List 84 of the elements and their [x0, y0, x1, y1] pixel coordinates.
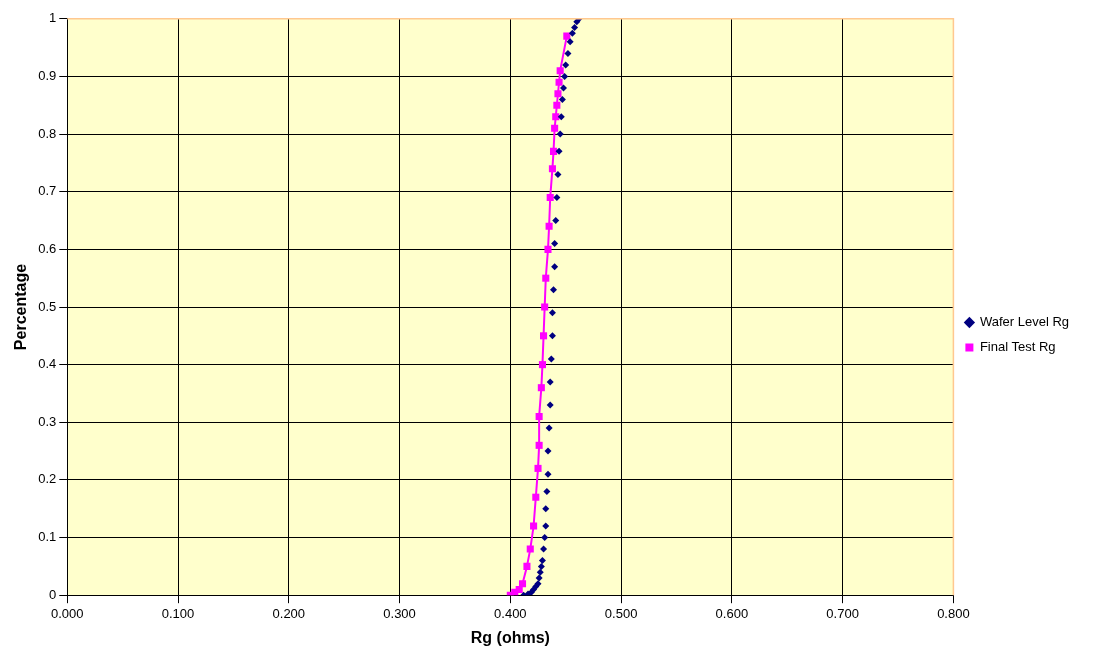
legend-label: Wafer Level Rg — [979, 314, 1069, 330]
point — [545, 424, 553, 432]
y-axis-title: Percentage — [12, 263, 30, 351]
x-tick-label: 0.400 — [494, 605, 527, 621]
point — [536, 568, 544, 576]
point — [554, 90, 562, 98]
y-tick-label: 0.2 — [38, 471, 57, 487]
point — [523, 562, 531, 570]
point — [551, 240, 559, 248]
y-tick-label: 0.8 — [38, 125, 57, 141]
y-tick-label: 0.9 — [38, 68, 57, 84]
y-tick-label: 0.6 — [38, 240, 57, 256]
y-tick-label: 0.3 — [38, 413, 57, 429]
y-tick-label: 0.5 — [38, 298, 57, 314]
y-tick-label: 1 — [49, 10, 57, 26]
point — [568, 29, 576, 37]
point — [571, 23, 579, 31]
point — [537, 562, 545, 570]
point — [535, 441, 543, 449]
x-tick-label: 0.500 — [604, 605, 638, 621]
point — [537, 384, 545, 392]
point — [553, 101, 561, 109]
point — [548, 309, 556, 317]
point — [553, 193, 561, 201]
point — [562, 61, 570, 69]
point — [548, 332, 556, 340]
point — [544, 470, 552, 478]
point — [534, 464, 542, 472]
point — [546, 401, 554, 409]
point — [546, 193, 554, 202]
x-tick-label: 0.100 — [161, 605, 195, 621]
point — [544, 447, 552, 455]
point — [535, 574, 543, 582]
point — [526, 545, 534, 553]
point — [549, 147, 558, 155]
point — [547, 355, 555, 363]
point — [543, 487, 551, 495]
point — [560, 84, 567, 92]
point — [541, 303, 549, 311]
point — [556, 67, 564, 75]
point — [563, 32, 571, 40]
x-tick-label: 0.200 — [272, 605, 306, 621]
point — [552, 113, 560, 121]
point — [518, 580, 527, 588]
point — [551, 124, 559, 132]
point — [542, 522, 550, 530]
y-tick-label: 0.4 — [38, 356, 57, 372]
point — [538, 557, 546, 565]
point — [550, 286, 558, 294]
point — [541, 534, 549, 542]
point — [558, 96, 566, 103]
point — [540, 332, 548, 340]
point — [554, 170, 562, 178]
point — [532, 493, 540, 501]
point — [530, 522, 538, 530]
point — [542, 274, 550, 282]
point — [515, 585, 523, 593]
point — [551, 263, 559, 271]
x-tick-label: 0.800 — [937, 605, 970, 621]
point — [555, 78, 563, 86]
point — [566, 38, 574, 46]
point — [555, 147, 563, 155]
x-tick-label: 0.000 — [51, 605, 84, 621]
point — [544, 245, 552, 253]
legend-label: Final Test Rg — [979, 339, 1056, 355]
x-tick-label: 0.300 — [383, 605, 416, 621]
x-axis-title: Rg (ohms) — [470, 628, 550, 646]
point — [564, 49, 572, 57]
y-tick-label: 0.7 — [38, 183, 57, 199]
point — [538, 361, 546, 369]
point — [557, 113, 565, 121]
point — [556, 130, 564, 138]
point — [542, 505, 550, 513]
point — [546, 378, 554, 386]
point — [540, 545, 548, 553]
x-tick-label: 0.600 — [715, 605, 749, 621]
point — [545, 222, 553, 230]
point — [552, 217, 560, 225]
x-tick-label: 0.700 — [826, 605, 859, 621]
point — [535, 412, 543, 421]
point — [548, 165, 556, 173]
y-tick-label: 0.1 — [38, 529, 57, 545]
y-tick-label: 0 — [49, 586, 57, 602]
point — [561, 72, 569, 80]
